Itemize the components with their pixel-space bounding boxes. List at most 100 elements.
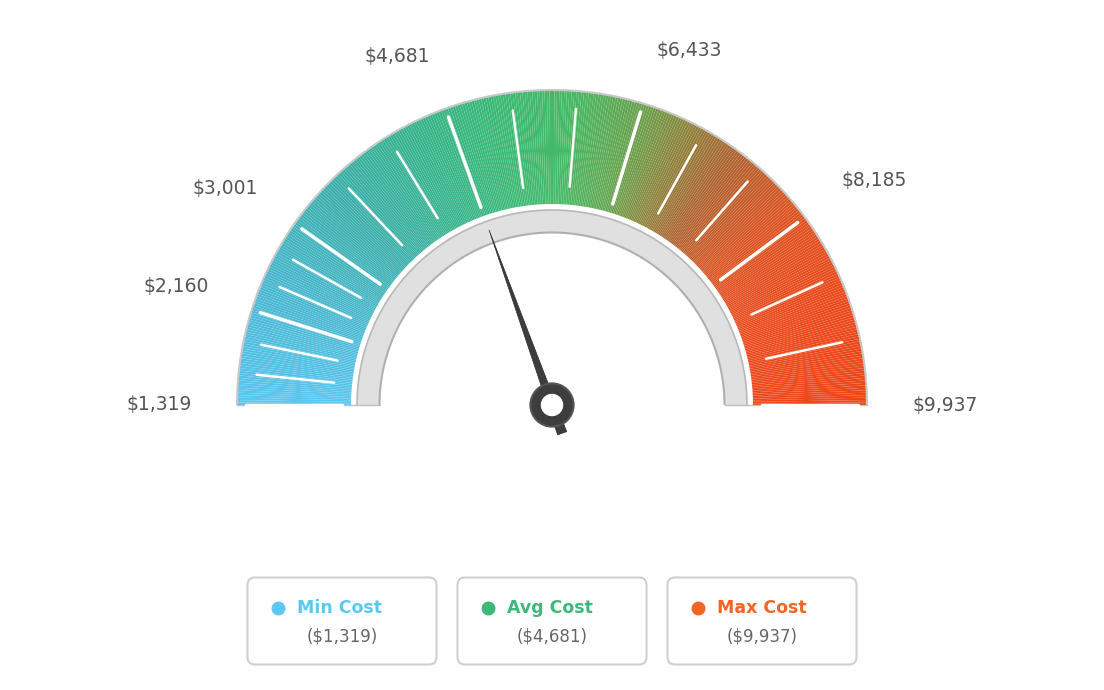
Wedge shape <box>639 121 691 224</box>
Wedge shape <box>306 206 396 279</box>
Wedge shape <box>749 339 860 364</box>
Wedge shape <box>753 395 867 400</box>
Wedge shape <box>699 189 784 268</box>
Wedge shape <box>644 124 698 226</box>
Wedge shape <box>742 301 850 340</box>
Wedge shape <box>246 326 358 357</box>
Wedge shape <box>623 110 666 217</box>
Wedge shape <box>672 153 743 245</box>
Wedge shape <box>682 166 758 253</box>
Wedge shape <box>593 97 618 208</box>
Wedge shape <box>712 214 804 284</box>
Wedge shape <box>309 202 399 277</box>
Wedge shape <box>629 114 675 220</box>
Wedge shape <box>626 112 670 219</box>
Wedge shape <box>605 101 637 212</box>
Wedge shape <box>254 301 362 340</box>
Wedge shape <box>563 90 572 204</box>
Wedge shape <box>694 182 776 264</box>
Wedge shape <box>713 218 807 287</box>
Wedge shape <box>490 96 514 208</box>
Wedge shape <box>578 92 596 206</box>
Wedge shape <box>394 131 453 231</box>
Wedge shape <box>443 108 484 217</box>
Wedge shape <box>680 162 755 251</box>
Wedge shape <box>662 141 728 238</box>
Wedge shape <box>469 101 500 211</box>
Wedge shape <box>314 197 401 273</box>
Wedge shape <box>273 257 374 313</box>
Wedge shape <box>679 161 753 250</box>
Wedge shape <box>693 181 775 263</box>
Wedge shape <box>332 177 413 261</box>
Wedge shape <box>752 373 866 386</box>
Wedge shape <box>296 220 390 288</box>
Wedge shape <box>363 152 433 244</box>
Wedge shape <box>238 373 352 386</box>
Wedge shape <box>609 104 645 213</box>
Text: Avg Cost: Avg Cost <box>507 599 593 617</box>
Wedge shape <box>423 117 470 221</box>
Wedge shape <box>376 141 442 238</box>
Wedge shape <box>684 169 762 255</box>
Wedge shape <box>267 268 371 319</box>
Wedge shape <box>461 103 496 213</box>
Bar <box>72 405 1032 690</box>
Wedge shape <box>245 334 357 361</box>
Wedge shape <box>552 90 554 204</box>
Wedge shape <box>616 106 654 215</box>
Wedge shape <box>737 282 843 328</box>
Wedge shape <box>734 271 838 321</box>
Wedge shape <box>279 245 379 304</box>
Wedge shape <box>714 220 808 288</box>
Wedge shape <box>656 135 716 234</box>
Wedge shape <box>317 193 403 271</box>
Circle shape <box>541 394 563 416</box>
Text: $3,001: $3,001 <box>192 179 257 198</box>
Wedge shape <box>647 128 703 229</box>
Wedge shape <box>379 140 443 237</box>
Wedge shape <box>718 226 813 292</box>
Text: $6,433: $6,433 <box>656 41 722 61</box>
Wedge shape <box>606 102 640 212</box>
Wedge shape <box>634 117 681 221</box>
Wedge shape <box>750 344 861 367</box>
Wedge shape <box>737 284 843 330</box>
Wedge shape <box>735 275 840 324</box>
Wedge shape <box>724 242 824 303</box>
Wedge shape <box>673 155 745 246</box>
Wedge shape <box>425 116 473 221</box>
Wedge shape <box>316 195 402 272</box>
Wedge shape <box>638 120 689 224</box>
Wedge shape <box>508 92 526 206</box>
Wedge shape <box>732 266 836 318</box>
Text: $8,185: $8,185 <box>841 171 906 190</box>
Wedge shape <box>498 95 519 207</box>
Wedge shape <box>272 260 373 314</box>
Wedge shape <box>702 195 788 272</box>
Wedge shape <box>434 112 478 219</box>
Wedge shape <box>464 102 498 212</box>
Wedge shape <box>708 206 798 279</box>
Wedge shape <box>388 135 448 234</box>
Wedge shape <box>586 95 608 207</box>
Wedge shape <box>739 289 846 333</box>
Wedge shape <box>348 164 423 252</box>
Wedge shape <box>248 319 359 352</box>
Wedge shape <box>427 115 474 221</box>
Wedge shape <box>277 249 378 307</box>
Wedge shape <box>269 264 372 317</box>
Wedge shape <box>298 216 391 286</box>
Wedge shape <box>590 96 614 208</box>
Wedge shape <box>553 90 556 204</box>
Text: $2,160: $2,160 <box>144 277 209 296</box>
Wedge shape <box>733 268 837 319</box>
Wedge shape <box>550 90 552 204</box>
Wedge shape <box>741 298 849 338</box>
Wedge shape <box>500 94 521 207</box>
Wedge shape <box>268 266 372 318</box>
FancyBboxPatch shape <box>247 578 436 664</box>
Wedge shape <box>291 226 386 292</box>
Wedge shape <box>750 351 862 372</box>
Wedge shape <box>265 273 370 322</box>
